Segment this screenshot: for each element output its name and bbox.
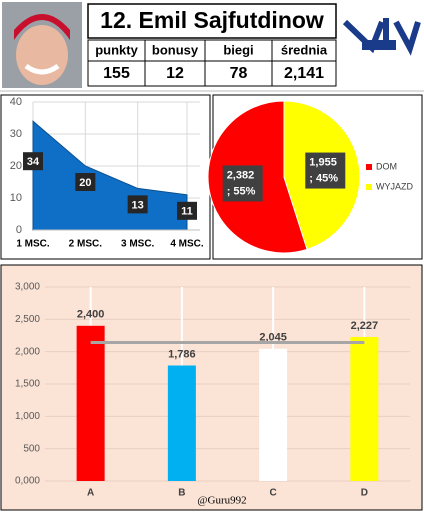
y-tick-label: 2,500	[15, 314, 40, 325]
data-label: 34	[27, 156, 40, 168]
stat-header: punkty	[95, 42, 138, 57]
credit: @Guru992	[197, 495, 246, 507]
legend-swatch	[366, 184, 372, 190]
data-label-box	[23, 152, 43, 171]
data-label-box	[127, 195, 148, 214]
stat-header: bonusy	[152, 42, 199, 57]
title-box	[87, 3, 337, 39]
stat-value: 2,141	[284, 65, 324, 82]
data-label: 11	[181, 206, 193, 218]
stat-header: średnia	[281, 42, 328, 57]
y-tick-label: 30	[10, 128, 22, 140]
data-label: 2,045	[259, 332, 287, 344]
x-tick-label: D	[361, 488, 368, 499]
legend-swatch	[366, 164, 372, 170]
data-label-box	[177, 201, 197, 220]
stat-value-cell	[271, 60, 337, 87]
y-tick-label: 0	[16, 224, 22, 236]
legend-label: DOM	[376, 161, 397, 171]
stat-value-cell	[144, 60, 206, 87]
x-tick-label: 2 MSC.	[69, 239, 103, 250]
x-tick-label: 3 MSC.	[121, 239, 155, 250]
y-tick-label: 40	[10, 96, 22, 108]
data-label-percent: ; 45%	[309, 172, 338, 184]
data-label: 2,382	[227, 169, 255, 181]
data-label-box	[222, 165, 263, 202]
stat-value: 12	[166, 65, 184, 82]
data-label: 2,227	[351, 320, 379, 332]
x-tick-label: A	[87, 488, 94, 499]
data-label: 1,786	[168, 348, 196, 360]
data-label: 20	[79, 177, 91, 189]
logo	[342, 18, 421, 56]
x-tick-label: 4 MSC.	[170, 239, 204, 250]
y-tick-label: 1,000	[15, 411, 40, 422]
data-label-box	[305, 152, 346, 189]
data-label: 13	[132, 199, 144, 211]
y-tick-label: 20	[10, 160, 22, 172]
bar	[259, 348, 288, 481]
y-tick-label: 3,000	[15, 282, 40, 293]
data-label: 1,955	[309, 156, 337, 168]
data-label-box	[75, 173, 96, 191]
y-tick-label: 1,500	[15, 379, 40, 390]
stat-value-cell	[87, 60, 146, 87]
legend-label: WYJAZD	[376, 181, 413, 191]
x-tick-label: C	[270, 488, 277, 499]
stat-value: 155	[103, 65, 130, 82]
bar	[76, 325, 105, 481]
data-label-percent: ; 55%	[227, 185, 256, 197]
y-tick-label: 2,000	[15, 346, 40, 357]
bar	[350, 336, 379, 481]
bar	[167, 365, 196, 481]
stat-value-cell	[204, 60, 273, 87]
x-tick-label: B	[178, 488, 185, 499]
stat-value: 78	[230, 65, 248, 82]
data-label: 2,400	[77, 309, 105, 321]
player-photo	[2, 2, 82, 88]
y-tick-label: 0,000	[15, 476, 40, 487]
player-name: 12. Emil Sajfutdinow	[100, 7, 324, 33]
stat-header: biegi	[223, 42, 253, 57]
y-tick-label: 10	[10, 192, 22, 204]
y-tick-label: 500	[23, 443, 40, 454]
x-tick-label: 1 MSC.	[16, 239, 50, 250]
